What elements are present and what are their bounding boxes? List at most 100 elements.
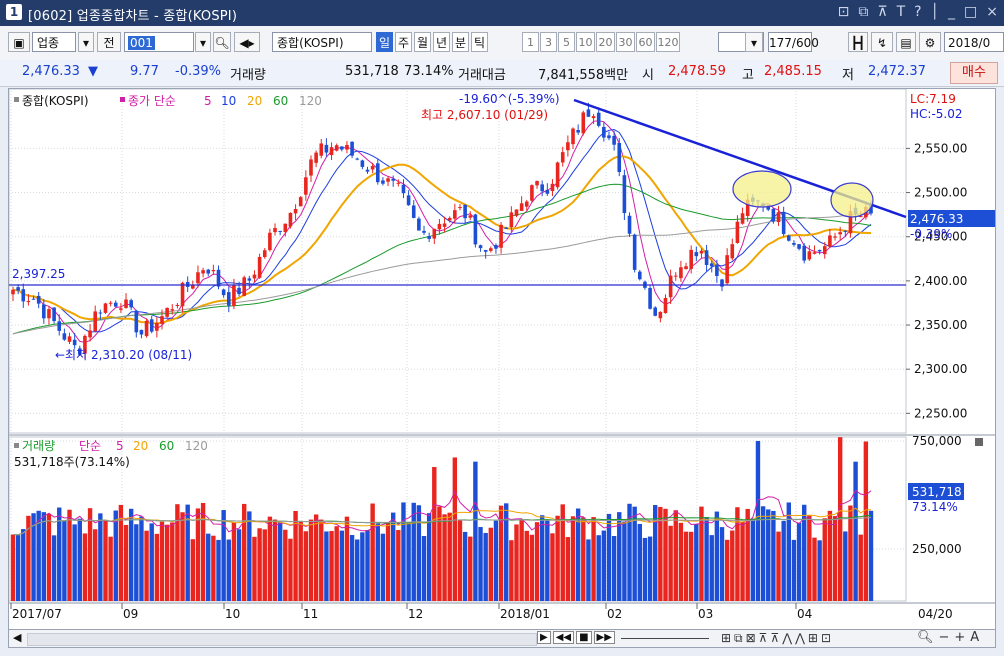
volume-bar bbox=[817, 540, 822, 601]
vol-ma-label: 단순 bbox=[79, 439, 101, 453]
volume-bar bbox=[288, 538, 293, 601]
prev-button[interactable]: 전 bbox=[97, 32, 121, 52]
layout-icon[interactable]: ▣ bbox=[8, 32, 30, 52]
indicator-icon[interactable]: ↯ bbox=[871, 32, 893, 52]
interval-tab-60[interactable]: 60 bbox=[636, 32, 655, 52]
code-input[interactable]: 001 bbox=[124, 32, 194, 52]
category-select[interactable]: 업종 bbox=[32, 32, 76, 52]
window-btn-4[interactable]: ? bbox=[914, 4, 922, 20]
period-tab-일[interactable]: 일 bbox=[376, 32, 393, 52]
candle-body bbox=[560, 152, 565, 163]
save-icon[interactable]: ▤ bbox=[896, 32, 916, 52]
volume-bar bbox=[31, 513, 36, 601]
y-tick-label: 2,250.00 bbox=[914, 406, 967, 420]
period-tab-월[interactable]: 월 bbox=[414, 32, 431, 52]
period-tab-분[interactable]: 분 bbox=[452, 32, 469, 52]
interval-tab-3[interactable]: 3 bbox=[540, 32, 557, 52]
window-btn-5[interactable]: │ bbox=[930, 4, 940, 20]
candle-body bbox=[545, 189, 550, 194]
candle-body bbox=[381, 180, 385, 184]
volume-bar bbox=[683, 531, 689, 601]
candle-body bbox=[797, 244, 801, 249]
volume-bar bbox=[170, 522, 175, 601]
price-panel bbox=[8, 88, 907, 434]
candle-body bbox=[555, 162, 560, 188]
volume-bar bbox=[267, 516, 273, 601]
x-tick-label: 09 bbox=[123, 607, 138, 621]
x-tick-label: 2017/07 bbox=[12, 607, 62, 621]
interval-tab-10[interactable]: 10 bbox=[576, 32, 595, 52]
candle-body bbox=[566, 142, 570, 151]
x-tick-label: 12 bbox=[408, 607, 423, 621]
chart-svg[interactable]: 종합(KOSPI) 종가 단순 5 10 20 60 120 -19.60^(-5.39… bbox=[8, 88, 995, 629]
volume-icon[interactable]: ◀▸ bbox=[234, 32, 260, 52]
candle-body bbox=[103, 303, 108, 313]
candle-body bbox=[483, 249, 488, 252]
gear-icon[interactable]: ⚙ bbox=[919, 32, 941, 52]
zoom-tools[interactable]: 🔍︎−+A bbox=[917, 630, 985, 645]
code-dropdown-icon[interactable]: ▾ bbox=[195, 32, 211, 52]
candle-body bbox=[602, 126, 606, 138]
volume-bar bbox=[555, 515, 560, 601]
window-btn-0[interactable]: ⊡ bbox=[837, 4, 850, 20]
volume-bar bbox=[108, 536, 113, 601]
zoom-slider[interactable] bbox=[621, 638, 709, 639]
volume-bar bbox=[457, 520, 463, 601]
candles bbox=[11, 102, 873, 359]
candle-body bbox=[196, 272, 200, 284]
volume-bar bbox=[611, 536, 617, 601]
play-icon[interactable]: ▶ bbox=[537, 631, 551, 644]
window-btn-6[interactable]: _ bbox=[948, 4, 956, 20]
volume-bar bbox=[647, 536, 653, 601]
volume-bar bbox=[781, 520, 786, 601]
period-tab-년[interactable]: 년 bbox=[433, 32, 450, 52]
volume-bar bbox=[236, 529, 242, 601]
scroll-track[interactable] bbox=[27, 633, 537, 646]
candle-type-icon[interactable]: ┣┫ bbox=[848, 32, 868, 52]
candle-body bbox=[684, 266, 688, 270]
window-btn-3[interactable]: T bbox=[896, 4, 906, 20]
candle-body bbox=[437, 223, 442, 230]
window-btn-2[interactable]: ⊼ bbox=[877, 4, 888, 20]
chevron-down-icon[interactable]: ▾ bbox=[78, 32, 94, 52]
page-count[interactable]: 177/600 bbox=[768, 32, 819, 52]
candle-body bbox=[113, 302, 118, 307]
volume-bar bbox=[10, 534, 16, 601]
date-input[interactable]: 2018/0 bbox=[944, 32, 1004, 52]
candle-body bbox=[869, 204, 873, 214]
interval-tab-20[interactable]: 20 bbox=[596, 32, 615, 52]
interval-tab-30[interactable]: 30 bbox=[616, 32, 635, 52]
interval-tab-120[interactable]: 120 bbox=[656, 32, 680, 52]
stop-icon[interactable]: ■ bbox=[576, 631, 592, 644]
buy-button[interactable]: 매수 bbox=[950, 62, 998, 84]
period-tab-틱[interactable]: 틱 bbox=[471, 32, 488, 52]
bottom-scrollbar[interactable]: ◀ ▶ ◀◀ ■ ▶▶ ⊞⧉⊠⊼⊼⋀⋀⊞⊡ 🔍︎−+A bbox=[8, 629, 996, 648]
volume-bar bbox=[822, 518, 827, 601]
candle-body bbox=[340, 146, 344, 150]
candle-body bbox=[293, 208, 298, 214]
volume-bar bbox=[370, 503, 375, 601]
scroll-left-icon[interactable]: ◀ bbox=[13, 631, 22, 644]
interval-dropdown-icon[interactable]: ▾ bbox=[745, 32, 763, 52]
chart-area[interactable]: 종합(KOSPI) 종가 단순 5 10 20 60 120 -19.60^(-5.39… bbox=[8, 88, 996, 630]
candle-body bbox=[334, 145, 339, 151]
window-btn-8[interactable]: × bbox=[986, 4, 998, 20]
interval-tab-1[interactable]: 1 bbox=[522, 32, 539, 52]
candle-body bbox=[191, 284, 195, 289]
candle-body bbox=[411, 205, 416, 218]
candle-body bbox=[781, 212, 786, 235]
candle-body bbox=[540, 184, 544, 192]
candle-body bbox=[591, 116, 596, 119]
rewind-icon[interactable]: ◀◀ bbox=[552, 631, 575, 644]
window-btn-7[interactable]: □ bbox=[964, 4, 978, 20]
volume-bar bbox=[509, 540, 514, 601]
window-btn-1[interactable]: ⧉ bbox=[858, 4, 869, 20]
panel-menu-icon[interactable] bbox=[975, 438, 983, 446]
candle-body bbox=[607, 135, 611, 139]
forward-icon[interactable]: ▶▶ bbox=[593, 631, 615, 644]
period-tab-주[interactable]: 주 bbox=[395, 32, 412, 52]
volume-bar bbox=[144, 530, 149, 601]
draw-tools[interactable]: ⊞⧉⊠⊼⊼⋀⋀⊞⊡ bbox=[721, 631, 835, 645]
interval-tab-5[interactable]: 5 bbox=[558, 32, 575, 52]
search-icon[interactable]: 🔍︎ bbox=[213, 32, 231, 52]
